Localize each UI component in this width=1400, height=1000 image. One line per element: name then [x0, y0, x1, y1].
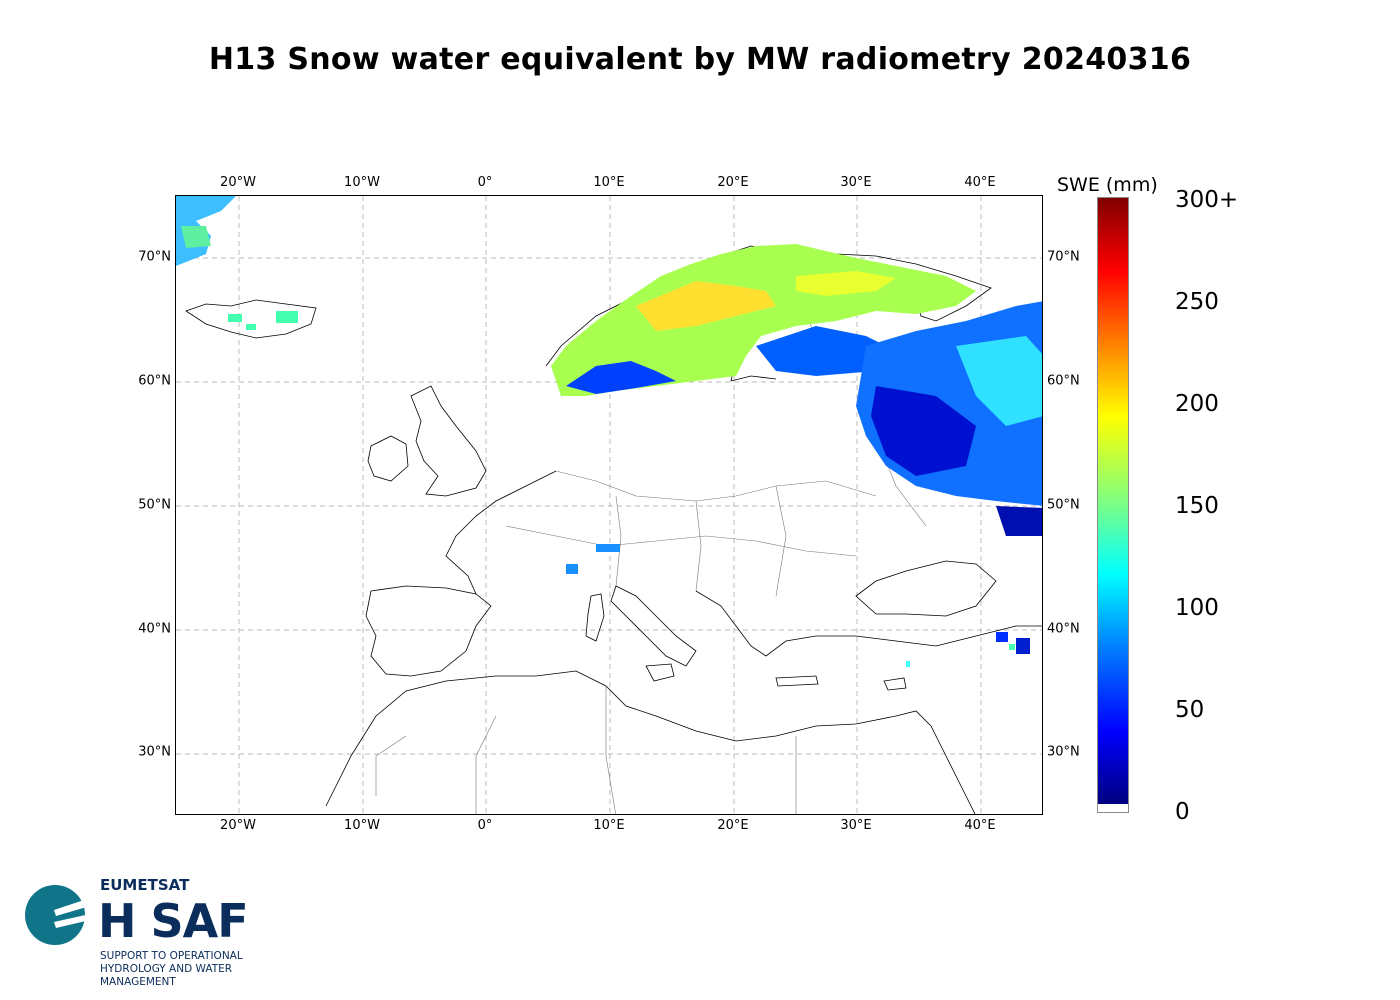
lon-tick-bottom: 10°E	[593, 818, 625, 833]
lat-tick-right: 40°N	[1047, 621, 1080, 637]
lon-tick-top: 0°	[477, 175, 493, 190]
colorbar-tick: 250	[1175, 289, 1219, 315]
lat-tick-left: 70°N	[138, 249, 171, 265]
lat-tick-right: 50°N	[1047, 497, 1080, 513]
lon-tick-bottom: 10°W	[344, 818, 380, 833]
lat-tick-right: 60°N	[1047, 373, 1080, 389]
colorbar-tick: 100	[1175, 595, 1219, 621]
logo-org: EUMETSAT	[100, 876, 190, 894]
lon-tick-top: 30°E	[840, 175, 872, 190]
lon-tick-top: 40°E	[964, 175, 996, 190]
lon-tick-bottom: 30°E	[840, 818, 872, 833]
logo-line: HYDROLOGY AND WATER	[100, 963, 233, 975]
colorbar-tick: 0	[1175, 799, 1190, 825]
logo-line: MANAGEMENT	[100, 976, 176, 988]
map-canvas	[176, 196, 1042, 814]
lat-tick-left: 40°N	[138, 621, 171, 637]
logo-name: H SAF	[98, 894, 249, 948]
colorbar-tick: 150	[1175, 493, 1219, 519]
colorbar-label: SWE (mm)	[1057, 174, 1158, 196]
lon-tick-top: 20°E	[717, 175, 749, 190]
lon-tick-top: 10°W	[344, 175, 380, 190]
lon-tick-bottom: 20°E	[717, 818, 749, 833]
colorbar-gradient	[1098, 198, 1128, 804]
lat-tick-right: 30°N	[1047, 744, 1080, 760]
lon-tick-bottom: 20°W	[220, 818, 256, 833]
logo-line: SUPPORT TO OPERATIONAL	[100, 950, 243, 962]
hsaf-logo-icon	[25, 885, 90, 945]
lon-tick-top: 20°W	[220, 175, 256, 190]
hsaf-logo: EUMETSAT H SAF SUPPORT TO OPERATIONAL HY…	[24, 876, 274, 996]
colorbar-tick: 200	[1175, 391, 1219, 417]
lon-tick-top: 10°E	[593, 175, 625, 190]
lat-tick-left: 50°N	[138, 497, 171, 513]
lon-tick-bottom: 0°	[477, 818, 493, 833]
lon-tick-bottom: 40°E	[964, 818, 996, 833]
colorbar-tick: 300+	[1175, 187, 1239, 213]
lat-tick-left: 60°N	[138, 373, 171, 389]
logo-subtitle: SUPPORT TO OPERATIONAL HYDROLOGY AND WAT…	[100, 950, 270, 989]
colorbar	[1097, 197, 1129, 813]
colorbar-tick: 50	[1175, 697, 1205, 723]
lat-tick-left: 30°N	[138, 744, 171, 760]
page-title: H13 Snow water equivalent by MW radiomet…	[208, 42, 1192, 77]
lat-tick-right: 70°N	[1047, 249, 1080, 265]
swe-coverage	[176, 196, 1042, 667]
map-panel[interactable]	[175, 195, 1043, 815]
